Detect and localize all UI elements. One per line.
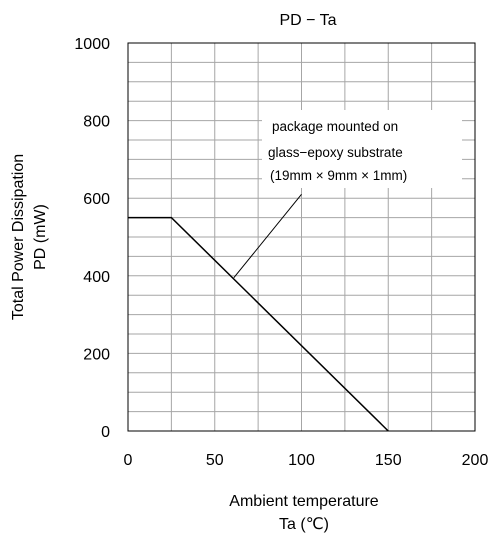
x-tick-label: 0: [124, 452, 133, 469]
x-axis-label-line-1: Ambient temperature: [229, 493, 379, 510]
x-tick-label: 150: [375, 452, 402, 469]
x-axis-label-line-2: Ta (℃): [279, 516, 329, 533]
x-tick-label: 100: [288, 452, 315, 469]
y-tick-labels: 0 200 400 600 800 1000: [74, 36, 110, 441]
grid: [128, 43, 475, 431]
x-tick-labels: 0 50 100 150 200: [124, 452, 489, 469]
y-tick-label: 0: [101, 424, 110, 441]
y-axis-label-line-1: Total Power Dissipation: [10, 154, 27, 320]
power-derating-line: [128, 216, 389, 432]
y-axis-label-line-2: PD (mW): [32, 204, 49, 270]
x-tick-label: 200: [462, 452, 489, 469]
annotation-line-3: (19mm × 9mm × 1mm): [270, 168, 407, 183]
plot-frame: [127, 42, 476, 432]
x-tick-label: 50: [206, 452, 224, 469]
y-tick-label: 200: [83, 346, 110, 363]
y-tick-label: 800: [83, 114, 110, 131]
chart-title: PD − Ta: [279, 12, 336, 29]
annotation-line-1: package mounted on: [272, 119, 398, 134]
annotation-line-2: glass−epoxy substrate: [268, 145, 403, 160]
annotation-box: [262, 110, 462, 188]
annotation-pointer: [233, 194, 302, 279]
y-tick-label: 600: [83, 191, 110, 208]
y-tick-label: 400: [83, 269, 110, 286]
y-tick-label: 1000: [74, 36, 110, 53]
